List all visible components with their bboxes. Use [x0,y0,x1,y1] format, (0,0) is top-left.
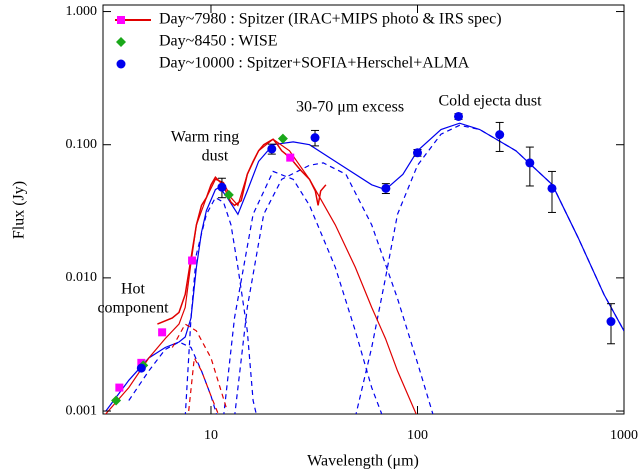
annotation: component [97,300,169,317]
y-tick-label: 0.010 [66,270,98,285]
marker [111,395,122,406]
annotation: Warm ring [171,129,239,146]
marker [217,182,227,192]
marker [136,363,146,373]
legend-label: Day~8450 : WISE [159,33,278,50]
annotation: Cold ejecta dust [438,93,542,110]
annotation: 30-70 μm excess [296,99,404,116]
model-curve [188,356,219,414]
marker [310,133,320,143]
marker [381,183,391,193]
y-tick-label: 1.000 [66,4,98,19]
marker [116,37,126,47]
marker [116,59,126,69]
model-curve [105,122,624,412]
marker [267,144,277,154]
marker [495,130,505,140]
model-curve [234,162,434,414]
plot-area [104,111,624,414]
y-tick-label: 0.100 [66,137,98,152]
marker [117,16,125,24]
model-curve [184,196,257,414]
marker [547,183,557,193]
marker [223,189,234,200]
model-curve [128,341,218,414]
marker [277,133,288,144]
x-tick-label: 100 [407,428,428,443]
annotation: Hot [121,281,146,298]
marker [115,383,124,392]
marker [412,148,422,158]
y-axis-label: Flux (Jy) [11,181,28,239]
marker [525,158,535,168]
model-curve [104,138,417,414]
plot-frame [102,4,625,415]
x-tick-label: 10 [204,428,218,443]
model-curve [171,323,228,412]
marker [188,256,197,265]
marker [606,317,616,327]
annotation: dust [202,148,229,165]
model-curve [355,124,624,414]
marker [286,153,295,162]
x-tick-label: 1000 [610,428,638,443]
legend-label: Day~10000 : Spitzer+SOFIA+Herschel+ALMA [159,55,470,72]
legend-label: Day~7980 : Spitzer (IRAC+MIPS photo & IR… [159,11,502,28]
spectrum [157,138,327,325]
marker [454,111,464,121]
model-curve [223,170,383,414]
x-axis-label: Wavelength (μm) [307,453,419,470]
marker [158,328,167,337]
y-tick-label: 0.001 [66,403,98,418]
